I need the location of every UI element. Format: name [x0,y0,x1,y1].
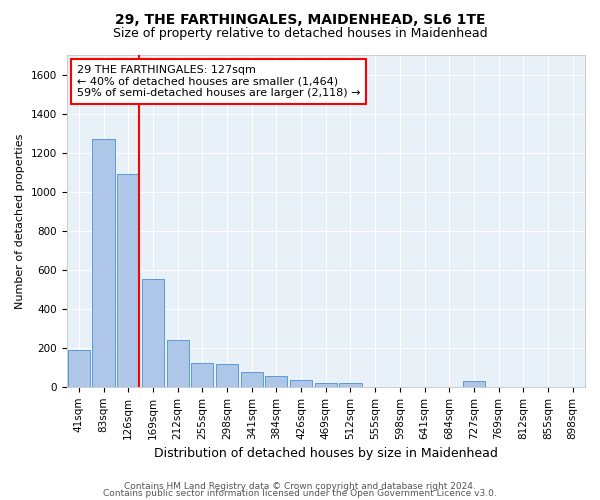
Y-axis label: Number of detached properties: Number of detached properties [15,133,25,308]
Text: 29, THE FARTHINGALES, MAIDENHEAD, SL6 1TE: 29, THE FARTHINGALES, MAIDENHEAD, SL6 1T… [115,12,485,26]
Bar [265,376,287,387]
Bar [314,383,337,387]
Bar [241,372,263,387]
Bar [68,350,90,387]
Bar [463,381,485,387]
Bar [167,340,189,387]
Bar [117,174,139,387]
Text: Contains public sector information licensed under the Open Government Licence v3: Contains public sector information licen… [103,489,497,498]
Bar [142,280,164,387]
Bar [340,383,362,387]
X-axis label: Distribution of detached houses by size in Maidenhead: Distribution of detached houses by size … [154,447,498,460]
Bar [191,364,214,387]
Text: Contains HM Land Registry data © Crown copyright and database right 2024.: Contains HM Land Registry data © Crown c… [124,482,476,491]
Bar [290,380,312,387]
Bar [92,139,115,387]
Text: Size of property relative to detached houses in Maidenhead: Size of property relative to detached ho… [113,28,487,40]
Bar [216,364,238,387]
Text: 29 THE FARTHINGALES: 127sqm
← 40% of detached houses are smaller (1,464)
59% of : 29 THE FARTHINGALES: 127sqm ← 40% of det… [77,65,361,98]
